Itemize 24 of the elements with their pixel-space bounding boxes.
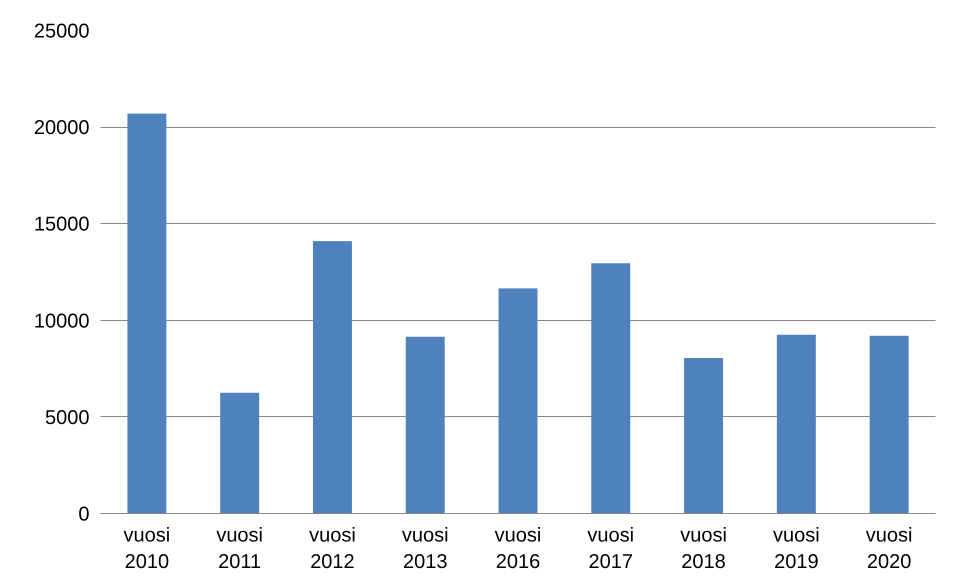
bar — [406, 336, 445, 514]
y-tick-label: 10000 — [34, 310, 90, 332]
x-tick-label: vuosi 2013 — [402, 524, 449, 573]
x-tick-label: vuosi 2018 — [680, 524, 727, 573]
x-tick-label: vuosi 2020 — [866, 524, 912, 573]
y-tick-label: 25000 — [34, 20, 90, 42]
bar — [870, 336, 909, 514]
x-tick-label: vuosi 2010 — [124, 524, 170, 573]
x-tick-label: vuosi 2016 — [494, 524, 542, 573]
bar — [498, 288, 538, 514]
bar — [312, 241, 352, 514]
y-tick-label: 0 — [78, 504, 90, 526]
y-tick-label: 15000 — [34, 214, 90, 236]
bar — [127, 114, 166, 514]
bar — [591, 263, 630, 514]
x-tick-label: vuosi 2019 — [772, 524, 820, 573]
bar — [684, 358, 724, 514]
x-tick-label: vuosi 2012 — [309, 524, 356, 573]
bar — [776, 334, 816, 514]
y-tick-label: 5000 — [45, 406, 90, 429]
x-tick-label: vuosi 2011 — [216, 524, 264, 573]
bar — [220, 392, 260, 514]
x-tick-label: vuosi 2017 — [587, 524, 634, 573]
y-tick-label: 20000 — [34, 117, 90, 140]
